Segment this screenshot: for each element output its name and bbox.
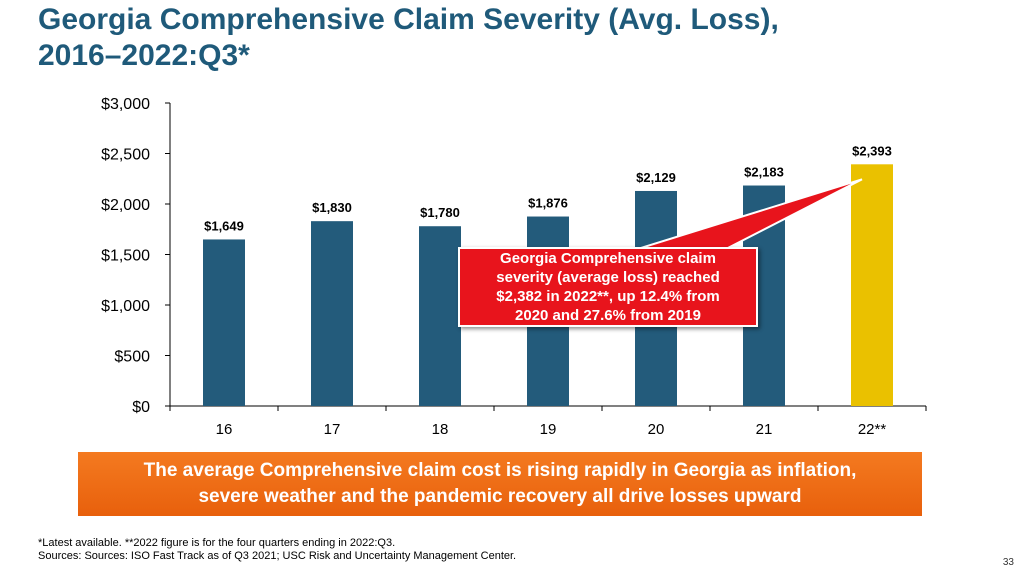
x-tick-label: 17 [324, 421, 341, 438]
summary-banner: The average Comprehensive claim cost is … [78, 452, 922, 516]
bar-chart: $0 $500 $1,000 $1,500 $2,000 $2,500 $3,000 $1,6… [101, 96, 927, 438]
x-tick-label: 19 [540, 421, 557, 438]
x-tick-label: 18 [432, 421, 449, 438]
callout-line-4: 2020 and 27.6% from 2019 [515, 307, 701, 324]
callout-line-1: Georgia Comprehensive claim [500, 250, 716, 267]
data-label: $1,830 [312, 200, 352, 215]
title-line-1: Georgia Comprehensive Claim Severity (Av… [38, 3, 779, 36]
y-tick-label: $1,500 [101, 248, 150, 265]
x-tick-label: 16 [216, 421, 233, 438]
x-tick-label: 21 [756, 421, 773, 438]
page-number: 33 [1002, 557, 1014, 568]
bar [311, 221, 353, 406]
y-tick-label: $0 [132, 399, 150, 416]
page-title: Georgia Comprehensive Claim Severity (Av… [38, 2, 998, 74]
y-tick-label: $3,000 [101, 96, 150, 113]
footnote: *Latest available. **2022 figure is for … [38, 537, 396, 549]
bar [851, 164, 893, 406]
bar [203, 239, 245, 406]
callout-line-3: $2,382 in 2022**, up 12.4% from [496, 288, 720, 305]
banner-line-1: The average Comprehensive claim cost is … [143, 460, 857, 481]
y-tick-label: $2,000 [101, 197, 150, 214]
x-tick-label: 22** [858, 421, 887, 438]
callout-line-2: severity (average loss) reached [496, 269, 720, 286]
sources-note: Sources: Sources: ISO Fast Track as of Q… [38, 550, 517, 562]
x-tick-label: 20 [648, 421, 665, 438]
title-line-2: 2016–2022:Q3* [38, 39, 250, 72]
y-tick-label: $1,000 [101, 298, 150, 315]
banner-line-2: severe weather and the pandemic recovery… [198, 486, 802, 507]
data-label: $1,876 [528, 196, 568, 211]
data-label: $1,649 [204, 218, 244, 233]
y-tick-label: $2,500 [101, 147, 150, 164]
data-label: $2,393 [852, 143, 892, 158]
data-label: $2,129 [636, 170, 676, 185]
callout-box: Georgia Comprehensive claim severity (av… [458, 247, 758, 327]
bar [419, 226, 461, 406]
data-label: $1,780 [420, 205, 460, 220]
y-tick-label: $500 [114, 349, 150, 366]
data-label: $2,183 [744, 165, 784, 180]
